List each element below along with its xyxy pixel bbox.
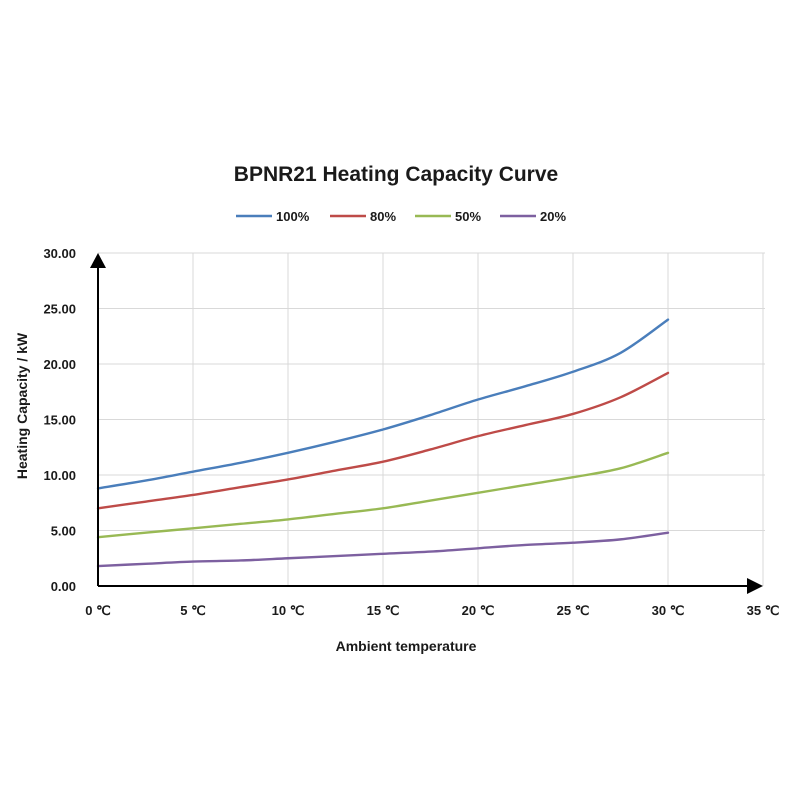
y-tick-label: 10.00 (43, 468, 76, 483)
chart-title: BPNR21 Heating Capacity Curve (234, 163, 558, 186)
series-layer (96, 318, 670, 568)
series-line-2 (96, 451, 670, 539)
legend-label: 80% (370, 209, 396, 224)
gridlines (98, 252, 765, 586)
y-axis-arrow-icon (90, 253, 106, 268)
x-tick-label: 35 ℃ (747, 603, 780, 618)
x-tick-label: 25 ℃ (557, 603, 590, 618)
legend-label: 50% (455, 209, 481, 224)
x-tick-label: 30 ℃ (652, 603, 685, 618)
x-tick-label: 15 ℃ (367, 603, 400, 618)
tick-labels: 0.00 5.00 10.00 15.00 20.00 25.00 30.00 0 ℃ 5 ℃ 1… (43, 246, 779, 618)
y-tick-label: 30.00 (43, 246, 76, 261)
x-tick-label: 20 ℃ (462, 603, 495, 618)
legend-label: 100% (276, 209, 310, 224)
x-tick-label: 5 ℃ (180, 603, 205, 618)
y-tick-label: 0.00 (51, 579, 76, 594)
x-axis-label: Ambient temperature (336, 638, 477, 654)
series-line-3 (96, 531, 670, 568)
y-axis-label: Heating Capacity / kW (14, 332, 30, 479)
axes (90, 253, 763, 594)
x-tick-label: 0 ℃ (85, 603, 110, 618)
legend-label: 20% (540, 209, 566, 224)
x-axis-arrow-icon (747, 578, 763, 594)
y-tick-label: 25.00 (43, 302, 76, 317)
legend: 100% 80% 50% 20% (236, 209, 566, 224)
series-line-1 (96, 371, 670, 510)
series-line-0 (96, 318, 670, 490)
y-tick-label: 5.00 (51, 524, 76, 539)
y-tick-label: 20.00 (43, 357, 76, 372)
x-tick-label: 10 ℃ (272, 603, 305, 618)
y-tick-label: 15.00 (43, 413, 76, 428)
